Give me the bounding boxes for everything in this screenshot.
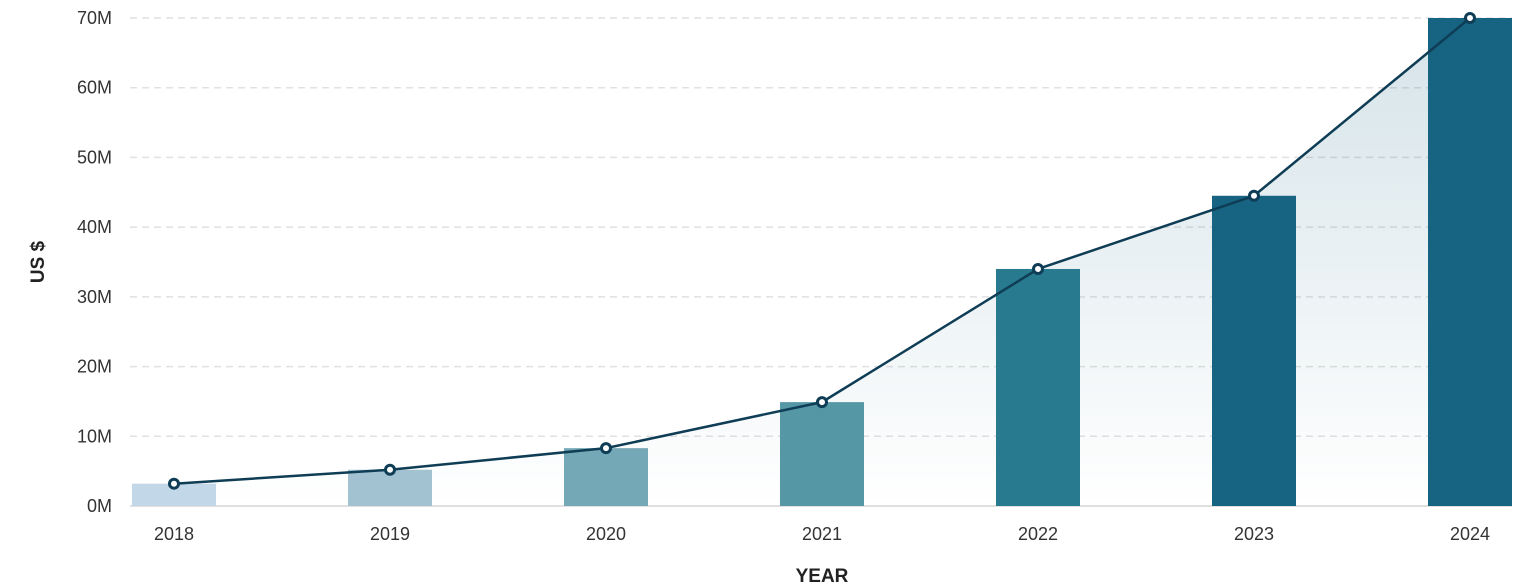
x-tick-label: 2023 — [1234, 524, 1274, 544]
bar-2020 — [564, 448, 648, 506]
x-tick-labels: 2018 2019 2020 2021 2022 2023 2024 — [154, 524, 1490, 544]
point-2020 — [600, 442, 612, 455]
point-2023 — [1248, 189, 1260, 202]
point-2024 — [1464, 12, 1476, 24]
bar-2022 — [996, 268, 1080, 506]
x-axis-title: YEAR — [796, 566, 849, 587]
y-tick-label: 70M — [77, 8, 112, 28]
area-fill — [174, 18, 1470, 506]
point-2018 — [168, 477, 180, 490]
bar-2023 — [1212, 195, 1296, 506]
x-tick-label: 2018 — [154, 524, 194, 544]
y-axis-title: US $ — [28, 240, 49, 283]
y-tick-label: 0M — [87, 496, 112, 516]
y-tick-label: 60M — [77, 78, 112, 98]
x-tick-label: 2019 — [370, 524, 410, 544]
bars — [132, 18, 1512, 506]
point-2019 — [384, 463, 396, 476]
y-tick-label: 30M — [77, 287, 112, 307]
x-tick-label: 2022 — [1018, 524, 1058, 544]
point-2021 — [816, 396, 828, 409]
y-tick-labels: 0M 10M 20M 30M 40M 50M 60M 70M — [77, 8, 112, 516]
bar-2021 — [780, 402, 864, 506]
point-2022 — [1032, 262, 1044, 275]
x-tick-label: 2024 — [1450, 524, 1490, 544]
y-tick-label: 40M — [77, 217, 112, 237]
bar-2018 — [132, 483, 216, 506]
y-tick-label: 10M — [77, 426, 112, 446]
bar-2019 — [348, 469, 432, 506]
area-under-line — [174, 18, 1470, 506]
x-tick-label: 2021 — [802, 524, 842, 544]
y-tick-label: 20M — [77, 357, 112, 377]
y-tick-label: 50M — [77, 147, 112, 167]
bar-2024 — [1428, 18, 1512, 506]
trend-points — [168, 12, 1476, 490]
x-tick-label: 2020 — [586, 524, 626, 544]
